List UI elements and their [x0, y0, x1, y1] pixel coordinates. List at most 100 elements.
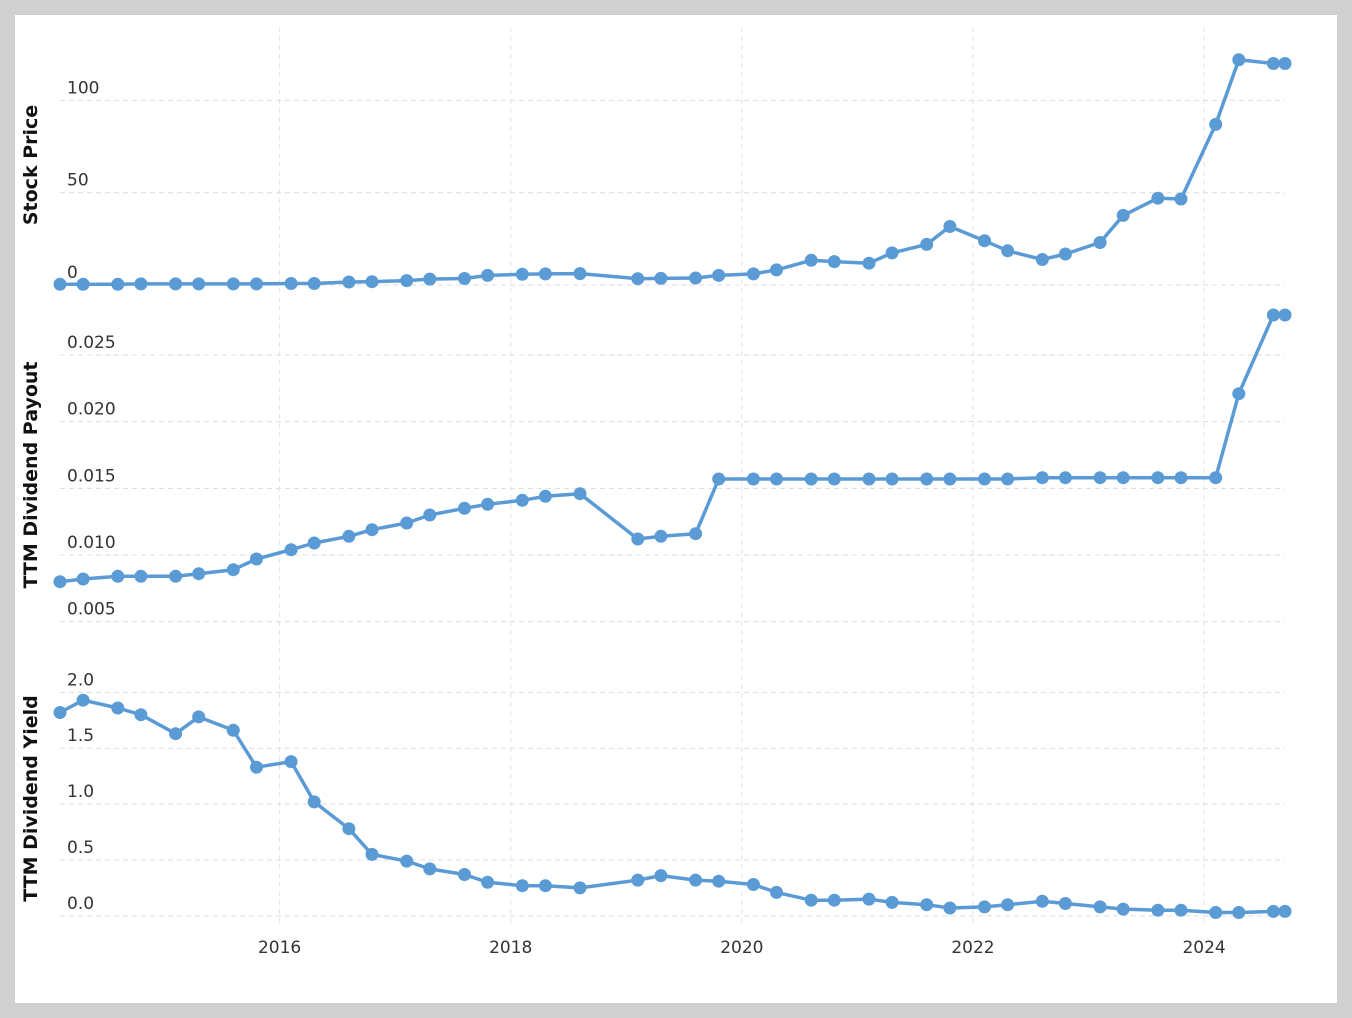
- data-point: [76, 572, 90, 586]
- data-point: [226, 563, 240, 577]
- data-point: [250, 277, 263, 291]
- data-point: [400, 274, 414, 288]
- data-point: [169, 727, 183, 741]
- data-point: [1116, 902, 1130, 916]
- data-point: [1232, 387, 1246, 401]
- data-point: [978, 234, 991, 248]
- chart-frame: 2016 2018 2020 2022 2024 0 50 100 Stock Price 0.0…: [15, 15, 1337, 1003]
- data-point: [689, 527, 703, 541]
- data-point: [1001, 244, 1015, 258]
- data-point: [284, 543, 298, 557]
- data-point: [423, 272, 437, 286]
- data-point: [712, 874, 726, 888]
- data-point: [111, 569, 125, 583]
- data-point: [342, 529, 356, 543]
- data-point: [1266, 57, 1280, 70]
- data-point: [250, 760, 263, 774]
- data-point: [631, 272, 645, 286]
- x-tick-label: 2022: [951, 938, 994, 958]
- y-tick-label: 0.020: [67, 400, 116, 420]
- data-point: [1151, 903, 1165, 917]
- data-point: [111, 277, 125, 291]
- y-tick-label: 2.0: [67, 670, 94, 690]
- data-point: [365, 275, 379, 289]
- data-point: [631, 532, 645, 546]
- y-axis-label: TTM Dividend Payout: [20, 362, 42, 589]
- data-point: [862, 256, 876, 270]
- data-point: [134, 569, 148, 583]
- data-point: [307, 536, 321, 550]
- data-point: [827, 255, 841, 269]
- y-axis-label: TTM Dividend Yield: [20, 695, 42, 902]
- data-point: [1232, 906, 1246, 919]
- data-point: [943, 220, 957, 233]
- data-point: [1174, 471, 1188, 485]
- data-point: [169, 277, 183, 291]
- data-point: [250, 552, 263, 566]
- data-point: [862, 892, 876, 906]
- data-point: [1266, 904, 1280, 918]
- data-point: [1116, 471, 1130, 485]
- data-point: [1209, 117, 1223, 131]
- data-point: [804, 472, 818, 486]
- y-tick-label: 50: [67, 171, 89, 191]
- data-point: [654, 529, 668, 543]
- data-point: [538, 267, 552, 281]
- data-point: [1174, 903, 1188, 917]
- data-point: [307, 277, 321, 290]
- data-point: [1058, 247, 1072, 261]
- data-point: [712, 268, 726, 282]
- data-point: [1209, 906, 1223, 919]
- data-point: [770, 263, 783, 277]
- data-point: [1174, 192, 1188, 206]
- x-tick-label: 2016: [258, 938, 301, 958]
- data-point: [1151, 471, 1165, 485]
- data-point: [1058, 471, 1072, 485]
- data-point: [1209, 471, 1223, 485]
- data-point: [920, 898, 934, 912]
- data-point: [1035, 471, 1049, 485]
- data-point: [631, 873, 645, 887]
- data-point: [365, 523, 379, 537]
- data-point: [1278, 904, 1292, 918]
- data-point: [481, 268, 495, 282]
- data-point: [76, 693, 90, 707]
- data-point: [885, 246, 899, 260]
- dividend-history-chart: 2016 2018 2020 2022 2024 0 50 100 Stock Price 0.0…: [20, 27, 1292, 958]
- y-tick-label: 0.005: [67, 600, 116, 620]
- data-point: [746, 267, 760, 281]
- data-point: [538, 489, 552, 503]
- data-point: [192, 567, 206, 581]
- data-point: [515, 493, 529, 507]
- data-point: [284, 277, 298, 290]
- data-point: [1116, 208, 1130, 222]
- y-tick-label: 0.010: [67, 533, 116, 553]
- data-point: [458, 501, 471, 515]
- y-tick-label: 1.0: [67, 782, 94, 802]
- data-point: [76, 277, 90, 291]
- data-point: [827, 472, 841, 486]
- data-point: [481, 875, 495, 889]
- data-point: [458, 868, 471, 881]
- data-point: [573, 881, 587, 895]
- data-point: [1001, 898, 1015, 912]
- data-point: [1058, 897, 1072, 910]
- data-point: [885, 895, 899, 909]
- data-point: [804, 893, 818, 907]
- data-point: [481, 497, 495, 511]
- data-point: [192, 710, 206, 724]
- data-point: [1278, 308, 1292, 322]
- data-point: [943, 472, 957, 486]
- data-point: [134, 708, 148, 722]
- data-point: [342, 275, 356, 289]
- x-tick-label: 2024: [1182, 938, 1225, 958]
- data-point: [111, 701, 125, 715]
- data-point: [284, 755, 298, 769]
- data-point: [169, 569, 183, 583]
- series-line: [58, 698, 1287, 915]
- x-tick-label: 2018: [489, 938, 532, 958]
- data-point: [746, 472, 760, 486]
- data-point: [920, 472, 934, 486]
- data-point: [573, 267, 587, 281]
- data-point: [1151, 191, 1165, 205]
